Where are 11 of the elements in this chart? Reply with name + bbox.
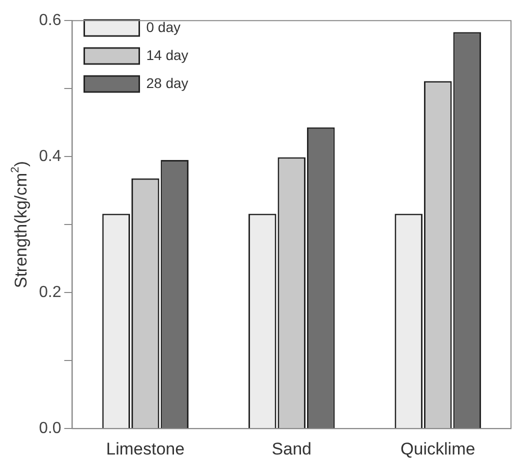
x-tick-label: Quicklime [400,439,476,458]
x-tick-label: Limestone [106,439,185,458]
y-tick-label: 0.0 [38,420,62,438]
y-axis-title: Strength(kg/cm2) [9,161,31,288]
y-tick-label: 0.6 [38,12,62,30]
legend-label: 0 day [146,18,180,35]
x-tick-label: Sand [272,439,312,458]
y-tick-label: 0.4 [38,148,62,166]
legend-label: 14 day [146,46,188,63]
legend-label: 28 day [146,74,188,91]
y-tick-label: 0.2 [38,284,62,302]
